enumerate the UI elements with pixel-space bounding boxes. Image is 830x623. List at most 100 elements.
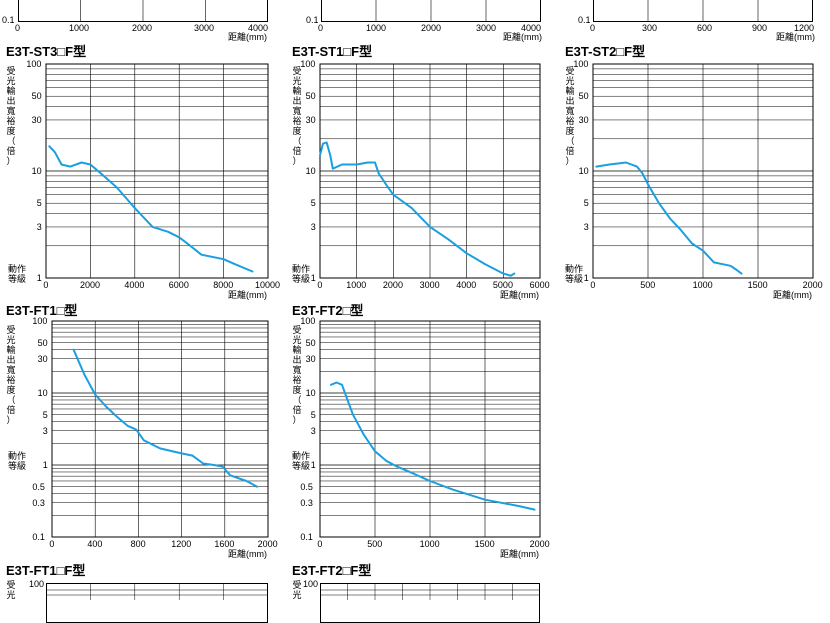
y-tick-label: 10 — [31, 166, 42, 176]
top-strip-x-tick: 1000 — [69, 23, 90, 33]
y-tick-label: 10 — [37, 388, 48, 398]
x-axis-label: 距離(mm) — [500, 549, 539, 559]
y-tick-label: 50 — [31, 91, 42, 102]
y-axis-label-char: 出 — [565, 96, 575, 106]
chart-title: E3T-ST2□F型 — [565, 44, 646, 59]
y-tick-label: 1 — [36, 273, 42, 283]
y-axis-label-char: 光 — [6, 76, 16, 86]
bottom-strip-grid-1 — [46, 583, 268, 600]
y-tick-label: 30 — [37, 353, 48, 364]
x-tick-label: 2000 — [257, 539, 278, 549]
y-tick-label: 100 — [573, 59, 589, 69]
bottom-strip-grid-2 — [320, 583, 540, 600]
x-tick-label: 0 — [590, 280, 596, 290]
y-tick-label: 50 — [37, 337, 48, 348]
y-axis-label-char: 度 — [6, 126, 16, 136]
y-axis-label-char: 出 — [6, 355, 16, 365]
x-tick-label: 1600 — [214, 539, 235, 549]
bottom-strip-title-2: E3T-FT2□F型 — [292, 563, 372, 578]
operating-level-label: 等級 — [565, 274, 584, 284]
y-tick-label: 50 — [578, 91, 589, 102]
x-tick-label: 2000 — [382, 280, 403, 290]
y-axis-label-char: 輸 — [6, 86, 16, 96]
y-tick-label: 0.5 — [300, 481, 313, 492]
y-tick-label: 5 — [310, 409, 316, 420]
series-line — [595, 161, 743, 275]
top-strip-grid-3 — [647, 0, 759, 22]
y-tick-label: 3 — [42, 425, 48, 436]
series-line — [72, 348, 259, 488]
x-tick-label: 1000 — [692, 280, 713, 290]
y-tick-label: 50 — [305, 91, 316, 102]
plot-frame — [592, 63, 814, 279]
x-tick-label: 0 — [43, 280, 49, 290]
y-axis-label-char: 裕 — [292, 116, 302, 126]
y-axis-label-char: 倍 — [6, 146, 16, 156]
chart-plot — [319, 63, 541, 279]
y-tick-label: 50 — [305, 337, 316, 348]
chart-title: E3T-FT1□型 — [6, 303, 78, 318]
y-axis-label-char: （ — [565, 136, 575, 146]
x-tick-label: 1500 — [747, 280, 768, 290]
y-axis-label-char: 受 — [565, 66, 575, 76]
y-axis-label-char: 度 — [292, 126, 302, 136]
y-axis-label-char: ） — [6, 156, 16, 166]
chart-plot — [45, 63, 269, 279]
y-axis-label-char: 受 — [6, 66, 16, 76]
y-axis-label-char: ） — [565, 156, 575, 166]
y-axis-label-char: 光 — [292, 76, 302, 86]
y-tick-label: 5 — [42, 409, 48, 420]
y-axis-label-char: 倍 — [292, 405, 302, 415]
plot-frame — [51, 320, 269, 538]
top-strip-x-tick: 1000 — [366, 23, 387, 33]
y-axis-label-char: 寬 — [565, 106, 575, 116]
operating-level-label: 動作 — [292, 264, 311, 274]
y-axis-label-char: 寬 — [292, 106, 302, 116]
y-tick-label: 10 — [578, 166, 589, 176]
top-strip-x-tick: 900 — [752, 23, 768, 33]
y-axis-label-char: 寬 — [6, 106, 16, 116]
y-tick-label: 5 — [36, 198, 42, 209]
top-strip-x-tick: 3000 — [194, 23, 215, 33]
x-tick-label: 2000 — [529, 539, 550, 549]
y-axis-label-char: 輸 — [292, 345, 302, 355]
x-tick-label: 1000 — [346, 280, 367, 290]
y-tick-label: 30 — [31, 114, 42, 125]
y-axis-label-char: ） — [6, 415, 16, 425]
x-tick-label: 1500 — [474, 539, 495, 549]
y-axis-label-char: 出 — [292, 355, 302, 365]
x-axis-label: 距離(mm) — [500, 290, 539, 300]
y-tick-label: 1 — [310, 460, 316, 470]
y-tick-label: 30 — [305, 114, 316, 125]
y-axis-label-char: （ — [292, 395, 302, 405]
y-tick-label: 30 — [578, 114, 589, 125]
x-tick-label: 6000 — [529, 280, 550, 290]
y-axis-label-char: （ — [6, 136, 16, 146]
top-strip-x-tick: 0 — [318, 23, 324, 33]
x-tick-label: 3000 — [419, 280, 440, 290]
chart-plot — [51, 320, 269, 538]
y-axis-label-char: 度 — [292, 385, 302, 395]
y-tick-label: 100 — [32, 316, 48, 326]
bottom-strip-y-tick-1: 100 — [29, 579, 45, 589]
y-tick-label: 30 — [305, 353, 316, 364]
y-axis-label-char: 裕 — [292, 375, 302, 385]
series-line — [319, 141, 516, 277]
x-tick-label: 4000 — [456, 280, 477, 290]
operating-level-label: 動作 — [8, 451, 27, 461]
y-tick-label: 0.3 — [300, 497, 313, 508]
y-tick-label: 100 — [300, 59, 316, 69]
top-strip-x-tick: 1200 — [794, 23, 815, 33]
y-tick-label: 0.5 — [32, 481, 45, 492]
top-strip-x-tick: 300 — [642, 23, 658, 33]
top-strip-x-unit: 距離(mm) — [503, 32, 542, 42]
x-tick-label: 1200 — [171, 539, 192, 549]
y-axis-label-char: ） — [292, 415, 302, 425]
y-axis-label-char: 光 — [6, 335, 16, 345]
operating-level-label: 等級 — [8, 274, 27, 284]
y-axis-label-char: 光 — [565, 76, 575, 86]
x-tick-label: 800 — [130, 539, 146, 549]
operating-level-label: 動作 — [565, 264, 584, 274]
operating-level-label: 等級 — [8, 461, 27, 471]
top-strip-grid-2 — [375, 0, 487, 22]
